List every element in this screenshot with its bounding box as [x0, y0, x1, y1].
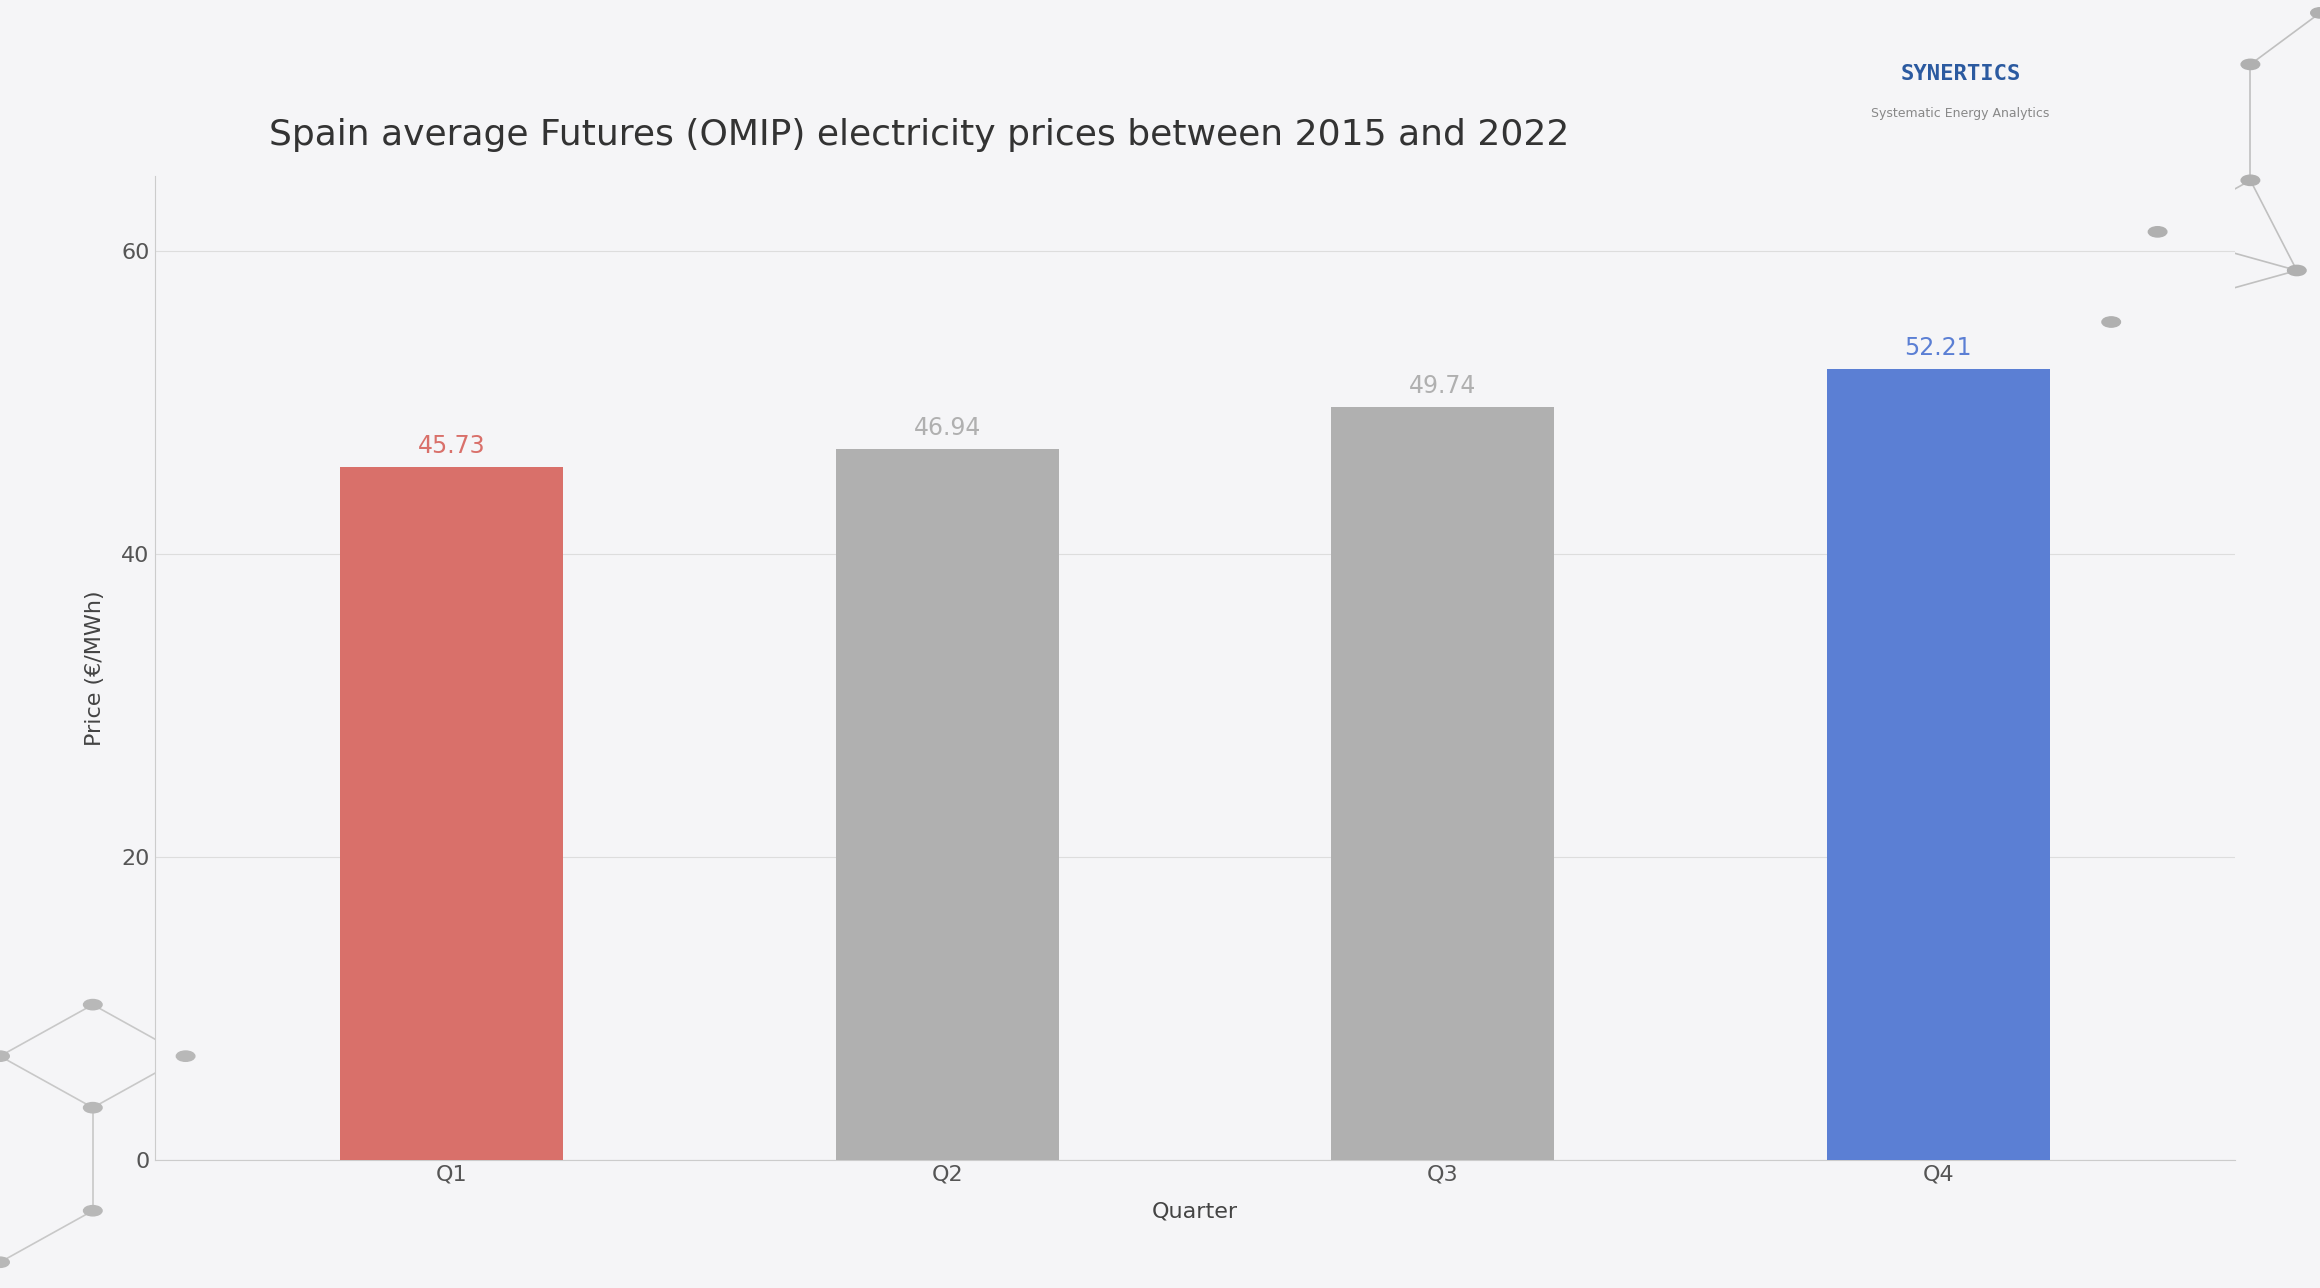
Bar	[1332, 407, 1554, 1160]
Text: 45.73: 45.73	[418, 434, 485, 459]
Bar	[1826, 370, 2049, 1160]
Text: 52.21: 52.21	[1905, 336, 1972, 361]
Text: SYNERTICS: SYNERTICS	[1900, 63, 2021, 84]
Text: Spain average Futures (OMIP) electricity prices between 2015 and 2022: Spain average Futures (OMIP) electricity…	[269, 118, 1568, 152]
Text: 49.74: 49.74	[1408, 374, 1476, 398]
Y-axis label: Price (€/MWh): Price (€/MWh)	[84, 590, 104, 746]
Text: Systematic Energy Analytics: Systematic Energy Analytics	[1872, 107, 2049, 120]
Text: 46.94: 46.94	[914, 416, 981, 440]
X-axis label: Quarter: Quarter	[1153, 1202, 1239, 1221]
Bar	[341, 468, 564, 1160]
Bar	[835, 450, 1058, 1160]
